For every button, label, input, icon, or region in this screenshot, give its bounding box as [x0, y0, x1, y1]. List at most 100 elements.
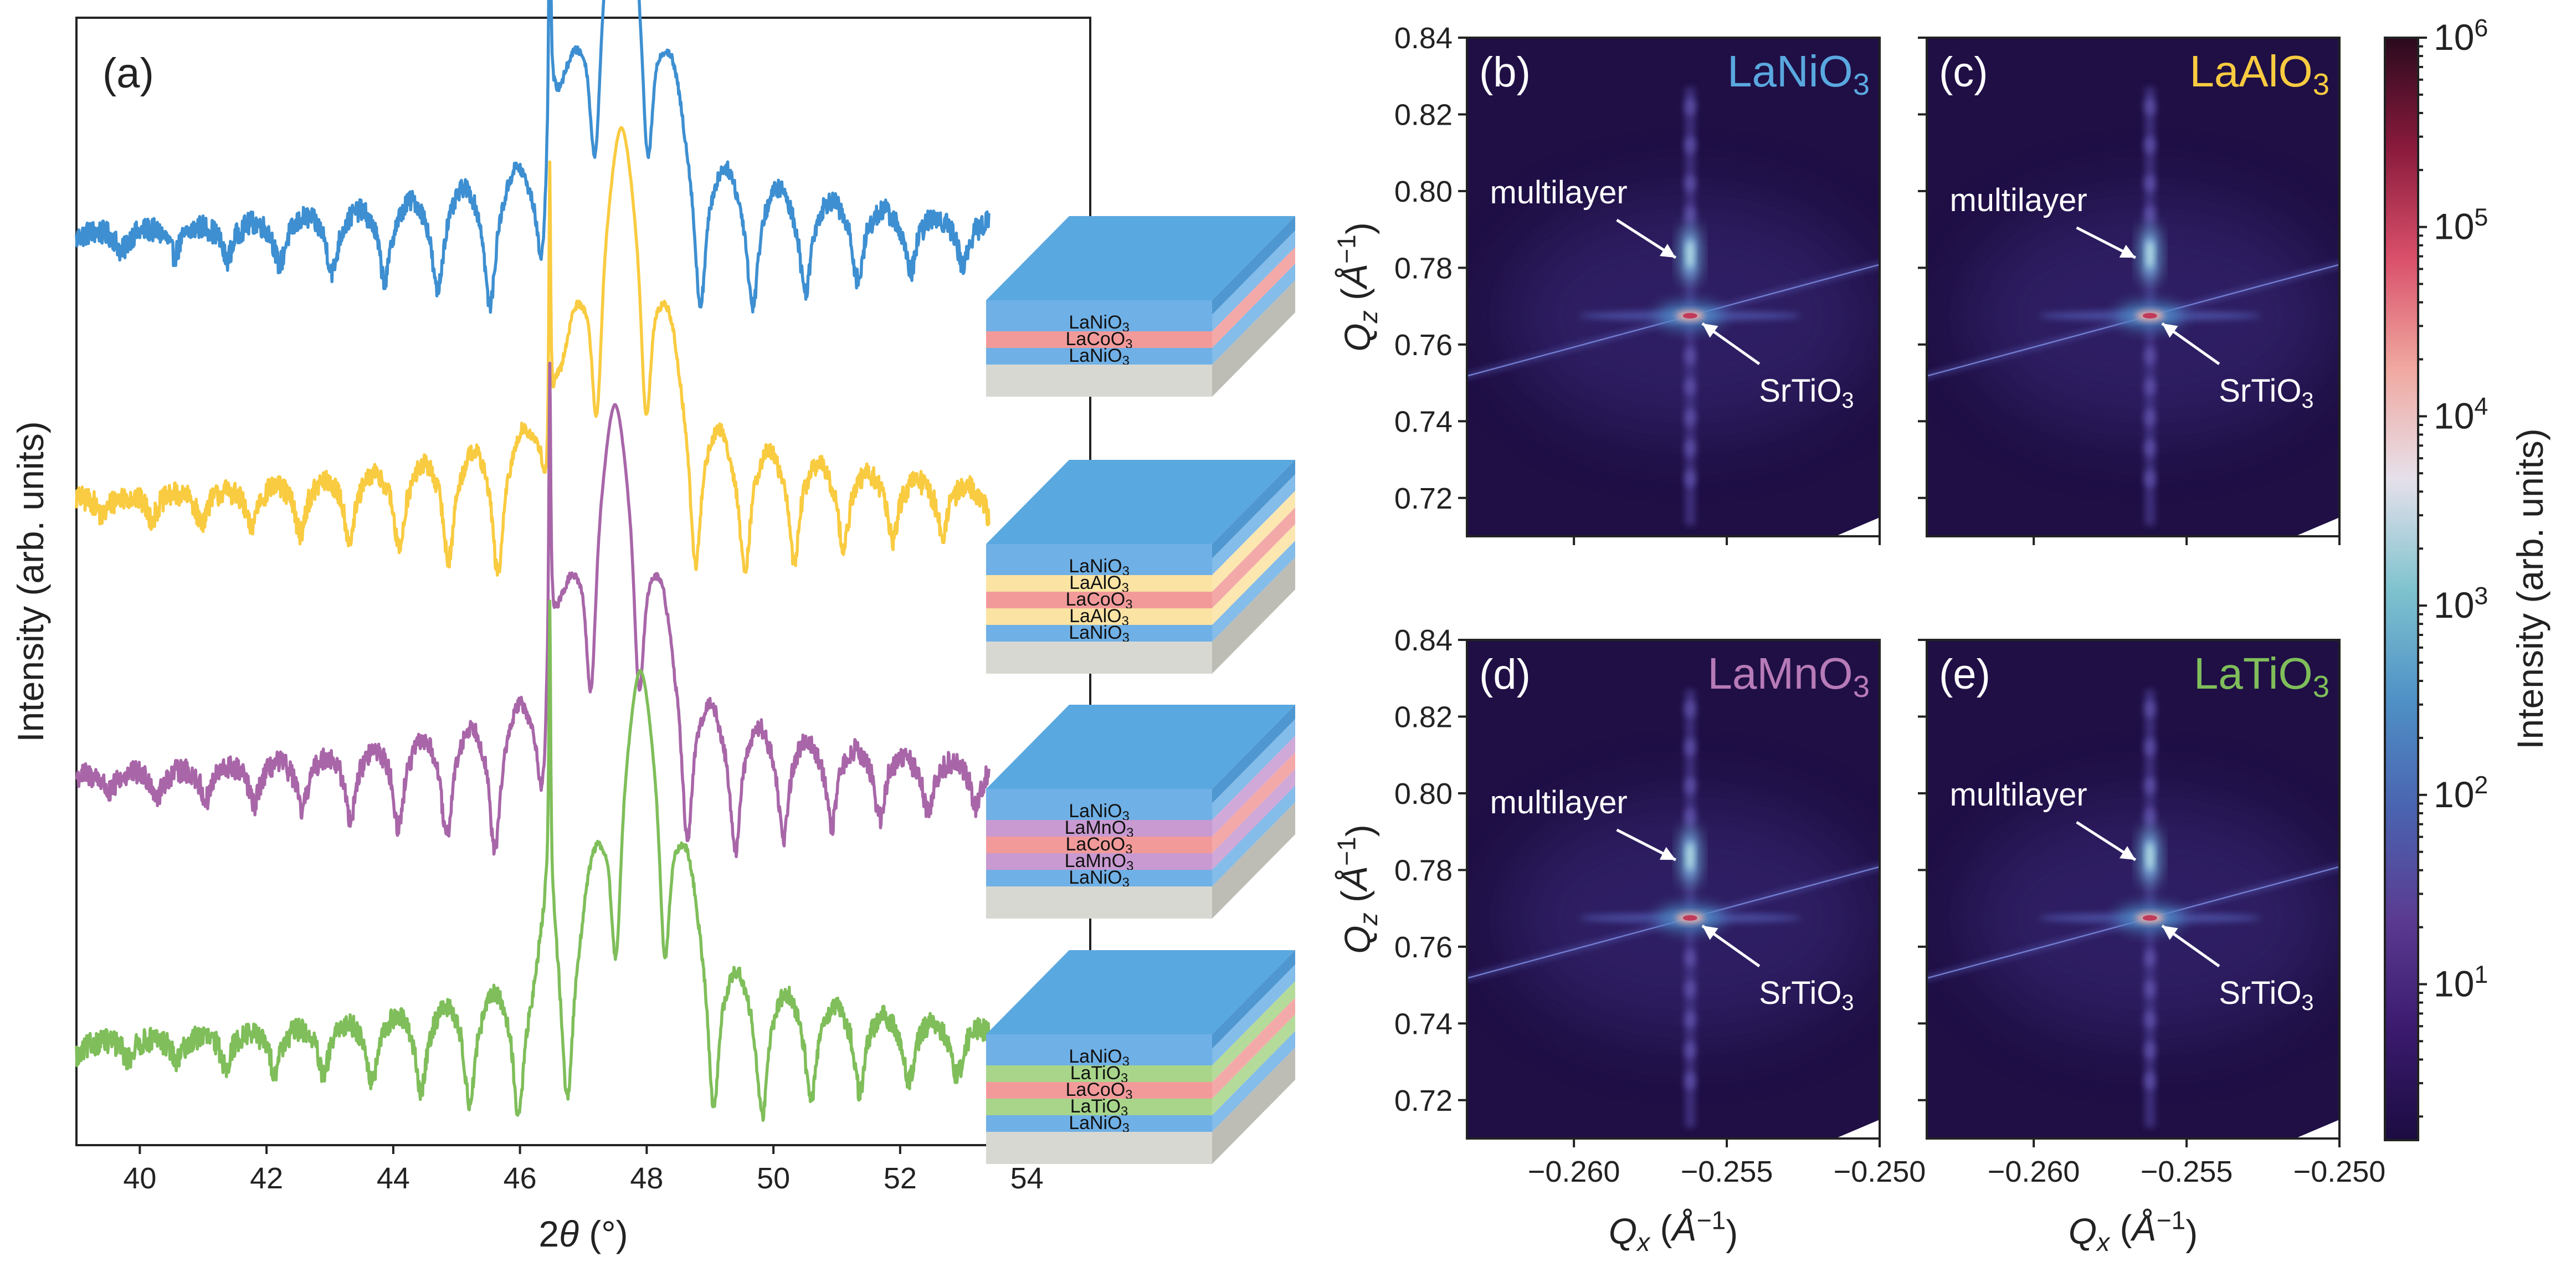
series-LaAlO3 — [75, 126, 991, 577]
x-tick-label: −0.260 — [1988, 1155, 2080, 1188]
stack-layer-label: LaNiO3 — [1069, 867, 1130, 890]
stack-side — [1212, 541, 1295, 642]
colorbar-tick-label: 101 — [2434, 960, 2488, 1004]
x-tick-label: −0.255 — [2141, 1155, 2233, 1188]
stack-side — [1212, 230, 1295, 331]
multilayer-arrow-head — [1659, 244, 1676, 258]
stack-layer — [986, 1099, 1212, 1115]
colorbar: 101 102 103 104 105 106 Intensity (arb. units… — [2384, 13, 2551, 1141]
rsm-frame — [1926, 37, 2341, 537]
stack-side — [1212, 950, 1295, 1049]
panel-a-ylabel: Intensity (arb. units) — [10, 421, 51, 742]
y-tick-label: 0.76 — [1394, 329, 1453, 362]
panel-a-frame — [75, 17, 1091, 1146]
stack-layer-label: LaAlO3 — [1069, 606, 1129, 629]
series-LaTiO3 — [75, 599, 991, 1122]
rsm-material-label: LaNiO3 — [1727, 47, 1870, 101]
stack-layer — [986, 853, 1212, 870]
stack-top-face — [986, 705, 1295, 789]
stack-side — [1212, 557, 1295, 674]
rsm-panel-e: (e) LaTiO3 multilayer SrTiO3 −0.260 −0.255 −0.… — [1918, 639, 2386, 1257]
multilayer-annotation: multilayer — [1490, 784, 1627, 820]
y-tick-label: 0.72 — [1394, 1084, 1453, 1117]
stack-layer-label: LaTiO3 — [1070, 1096, 1128, 1119]
multilayer-annotation: multilayer — [1949, 777, 2087, 813]
multilayer-annotation: multilayer — [1949, 182, 2087, 218]
y-tick-label: 0.82 — [1394, 98, 1453, 131]
stack-side — [1212, 524, 1295, 625]
stack-side — [1212, 769, 1295, 870]
colorbar-tick-label: 106 — [2434, 13, 2488, 58]
x-tick-label: 50 — [757, 1162, 790, 1195]
substrate-arrow-head — [1702, 925, 1718, 940]
stack-side — [1212, 1048, 1295, 1164]
panel-a-series — [75, 0, 991, 1122]
panel-a-x-ticks: 40 42 44 46 48 50 52 54 — [123, 1145, 1044, 1195]
stack-layer — [986, 803, 1212, 820]
heterostructure-stacks: LaNiO3 LaCoO3 LaNiO3 LaNiO3LaAlO3LaCoO3LaAl… — [986, 216, 1295, 1164]
rsm-corner — [2295, 1120, 2339, 1138]
stack-layer-label: LaNiO3 — [1069, 1112, 1130, 1136]
colorbar-label: Intensity (arb. units) — [2510, 428, 2551, 750]
panel-a-xrd: 40 42 44 46 48 50 52 54 (a) 2θ (°) Intensity (a… — [10, 0, 1295, 1254]
stack-side — [1212, 474, 1295, 575]
colorbar-tick-label: 103 — [2434, 581, 2488, 625]
stack-side — [1212, 719, 1295, 820]
rsm-map — [1927, 640, 2339, 1138]
rsm-corner — [1835, 517, 1880, 536]
rsm-xlabel: Qx (Å−1) — [2069, 1206, 2198, 1257]
rsm-material-label: LaAlO3 — [2189, 47, 2329, 101]
stack-layer — [986, 315, 1212, 331]
x-tick-label: 46 — [504, 1162, 537, 1195]
stack-side — [1212, 460, 1295, 558]
multilayer-arrow-head — [2119, 244, 2136, 258]
panel-a-label: (a) — [102, 50, 154, 97]
x-tick-label: 40 — [123, 1162, 156, 1195]
panel-a-xlabel: 2θ (°) — [538, 1213, 628, 1254]
x-tick-label: −0.250 — [2293, 1155, 2386, 1188]
rsm-panel-label: (e) — [1939, 651, 1990, 698]
rsm-panel-label: (d) — [1479, 651, 1531, 698]
x-tick-label: −0.255 — [1681, 1155, 1773, 1188]
y-tick-label: 0.72 — [1394, 482, 1453, 515]
stack-layer — [986, 837, 1212, 853]
y-tick-label: 0.78 — [1394, 854, 1453, 887]
rsm-frame — [1466, 639, 1881, 1140]
rsm-panel-b: (b) LaNiO3 multilayer SrTiO3 0.72 0.74 0.76 0.7… — [1332, 22, 1881, 545]
x-tick-label: 52 — [884, 1162, 917, 1195]
x-tick-label: 44 — [377, 1162, 410, 1195]
rsm-map — [1467, 38, 1880, 536]
stack-layer-label: LaNiO3 — [1069, 345, 1130, 368]
y-tick-label: 0.74 — [1394, 405, 1453, 438]
colorbar-tick-label: 105 — [2434, 203, 2488, 247]
stack-top-face — [986, 950, 1295, 1034]
stack-top-slab — [986, 1034, 1212, 1049]
stack-layer-label: LaCoO3 — [1066, 589, 1133, 612]
multilayer-arrow-head — [2119, 846, 2136, 860]
y-tick-label: 0.80 — [1394, 175, 1453, 208]
stack-layer — [986, 1065, 1212, 1082]
y-tick-label: 0.74 — [1394, 1007, 1453, 1040]
stack-substrate — [986, 642, 1212, 674]
stack-layer — [986, 348, 1212, 365]
y-tick-label: 0.84 — [1394, 22, 1453, 55]
stack-layer — [986, 625, 1212, 642]
stack-top-slab — [986, 300, 1212, 315]
x-tick-label: 42 — [250, 1162, 283, 1195]
y-tick-label: 0.84 — [1394, 624, 1453, 657]
stack-side — [1212, 981, 1295, 1082]
series-LaMnO3 — [75, 361, 991, 859]
x-tick-label: 54 — [1010, 1162, 1044, 1195]
stack-substrate — [986, 886, 1212, 919]
y-tick-label: 0.76 — [1394, 931, 1453, 964]
stack-layer — [986, 558, 1212, 575]
stack-layer-label: LaNiO3 — [1069, 312, 1130, 335]
rsm-panels: (b) LaNiO3 multilayer SrTiO3 0.72 0.74 0.76 0.7… — [1332, 22, 2386, 1257]
rsm-corner — [1835, 1120, 1880, 1138]
rsm-panel-d: (d) LaMnO3 multilayer SrTiO3 0.72 0.74 0.76 0.7… — [1332, 624, 1926, 1257]
rsm-xlabel: Qx (Å−1) — [1609, 1206, 1738, 1257]
colorbar-ticks: 101 102 103 104 105 106 — [2418, 13, 2488, 1118]
